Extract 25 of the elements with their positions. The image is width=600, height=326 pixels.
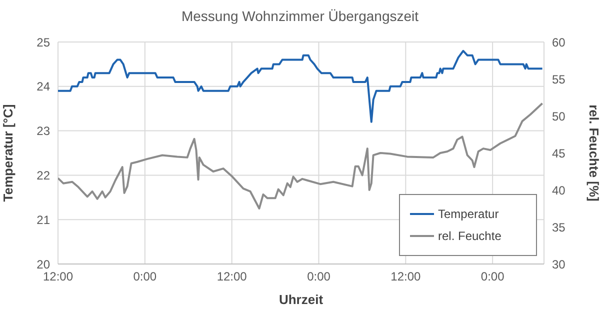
- x-tick-label: 0:00: [133, 270, 157, 284]
- y-tick-label: 25: [36, 35, 50, 50]
- y-tick-label: 23: [36, 124, 50, 138]
- y2-tick-label: 45: [552, 146, 566, 160]
- x-tick-label: 0:00: [307, 270, 331, 284]
- y-axis-title: Temperatur [°C]: [0, 104, 16, 202]
- y-tick-label: 20: [36, 257, 50, 272]
- y-tick-label: 24: [36, 80, 50, 94]
- x-tick-label: 12:00: [216, 270, 248, 284]
- legend-label: Temperatur: [438, 206, 499, 223]
- y2-tick-label: 35: [552, 220, 566, 234]
- y2-tick-label: 55: [552, 72, 566, 86]
- y2-tick-label: 50: [552, 109, 566, 124]
- y2-axis-title: rel. Feuchte [%]: [586, 104, 600, 202]
- chart-title: Messung Wohnzimmer Übergangszeit: [180, 8, 420, 24]
- y2-tick-label: 40: [552, 183, 566, 198]
- legend-label: rel. Feuchte: [438, 228, 502, 245]
- y2-tick-label: 30: [552, 257, 566, 272]
- x-tick-label: 0:00: [480, 270, 505, 284]
- y-tick-label: 22: [36, 168, 50, 182]
- x-axis-title: Uhrzeit: [278, 292, 324, 307]
- x-tick-label: 12:00: [42, 270, 74, 284]
- y-tick-label: 21: [36, 212, 50, 227]
- x-tick-label: 12:00: [390, 270, 421, 284]
- y2-tick-label: 60: [552, 35, 566, 50]
